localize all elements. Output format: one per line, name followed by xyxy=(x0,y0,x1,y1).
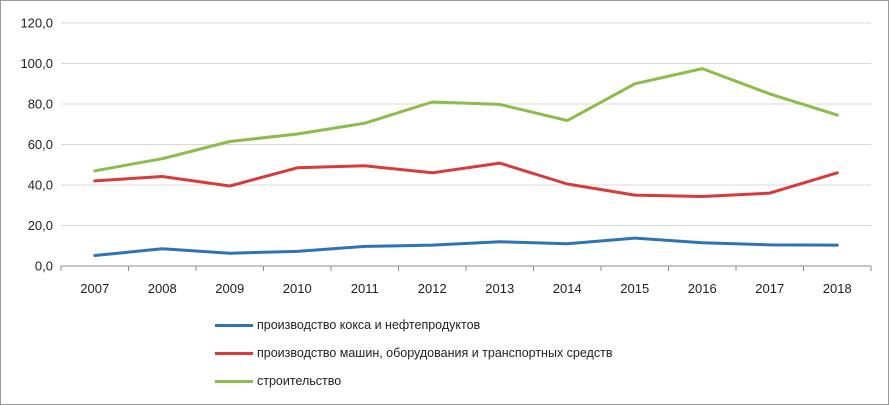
x-tick-label: 2007 xyxy=(80,281,109,296)
legend-label: строительство xyxy=(257,374,342,388)
y-tick-label: 40,0 xyxy=(28,178,53,193)
x-tick-label: 2013 xyxy=(485,281,514,296)
x-tick-label: 2015 xyxy=(620,281,649,296)
y-tick-label: 0,0 xyxy=(35,259,53,274)
series-line-1 xyxy=(93,236,839,257)
legend-swatch xyxy=(215,379,253,383)
y-tick-label: 80,0 xyxy=(28,97,53,112)
x-tick-label: 2008 xyxy=(148,281,177,296)
x-tick-label: 2012 xyxy=(418,281,447,296)
y-tick-label: 60,0 xyxy=(28,137,53,152)
legend-item-3: строительство xyxy=(215,367,855,395)
legend: производство кокса и нефтепродуктов произ… xyxy=(215,311,855,395)
legend-swatch xyxy=(215,323,253,327)
y-tick-label: 20,0 xyxy=(28,218,53,233)
x-tick-label: 2009 xyxy=(215,281,244,296)
series-line-2 xyxy=(93,161,839,198)
x-tick-label: 2011 xyxy=(351,281,379,296)
x-tick-label: 2010 xyxy=(283,281,312,296)
legend-label: производство машин, оборудования и транс… xyxy=(257,346,613,360)
x-tick-label: 2017 xyxy=(755,281,784,296)
x-tick-label: 2018 xyxy=(823,281,852,296)
series-line-3 xyxy=(93,67,839,173)
y-tick-label: 100,0 xyxy=(20,56,53,71)
legend-item-2: производство машин, оборудования и транс… xyxy=(215,339,855,367)
legend-swatch xyxy=(215,351,253,355)
legend-label: производство кокса и нефтепродуктов xyxy=(257,318,481,332)
legend-item-1: производство кокса и нефтепродуктов xyxy=(215,311,855,339)
x-tick-label: 2016 xyxy=(688,281,717,296)
y-tick-label: 120,0 xyxy=(20,16,53,31)
x-tick-label: 2014 xyxy=(553,281,582,296)
